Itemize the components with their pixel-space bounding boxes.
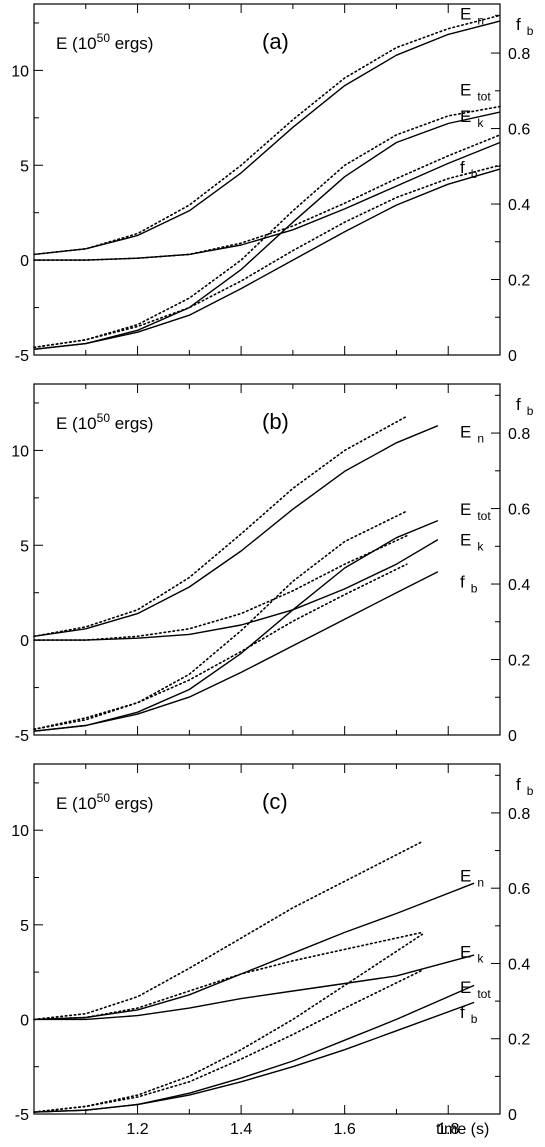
y-tick-label: 10: [11, 63, 29, 80]
y-tick-label: 10: [11, 443, 29, 460]
y2-tick-label: 0.4: [508, 577, 530, 594]
series-line-f-b-solid: [33, 168, 501, 350]
x-axis-label: time (s): [436, 1121, 489, 1138]
y2-tick-label: 0.8: [508, 806, 530, 823]
panel-0: -5 0 5 10 0 0.2 0.4 0.6 0.8 E (1050 ergs) (a) f b E n E…: [11, 3, 534, 365]
series-line-e-k-solid: [34, 141, 501, 261]
x-tick-label: 1.4: [230, 1121, 252, 1138]
y2-tick-label: 0: [508, 1107, 517, 1124]
y-tick-label: 5: [20, 538, 29, 555]
left-axis-label: E (1050 ergs): [56, 411, 153, 433]
y2-tick-label: 0.2: [508, 653, 530, 670]
series-line-e-tot-dotted: [33, 105, 501, 349]
series-line-f-b-dotted: [33, 969, 424, 1113]
series-line-e-tot-solid: [33, 984, 475, 1113]
y-tick-label: -5: [15, 348, 29, 365]
series-line-e-k-dotted: [33, 134, 501, 261]
series-line-e-n-dotted: [33, 415, 408, 638]
y-tick-label: 0: [20, 633, 29, 650]
y2-tick-label: 0.2: [508, 1032, 530, 1049]
series-line-e-k-dotted: [33, 534, 408, 641]
y-tick-label: 0: [20, 1012, 29, 1029]
x-tick-label: 1.2: [126, 1121, 148, 1138]
series-line-e-n-solid: [33, 882, 475, 1021]
y2-tick-label: 0.6: [508, 122, 530, 139]
series-line-f-b-dotted: [33, 164, 501, 349]
y2-tick-label: 0.4: [508, 197, 530, 214]
y-tick-label: -5: [15, 1107, 29, 1124]
y2-tick-label: 0.4: [508, 956, 530, 973]
y2-tick-label: 0: [508, 348, 517, 365]
y2-tick-label: 0.6: [508, 502, 530, 519]
x-tick-label: 1.6: [334, 1121, 356, 1138]
series-line-f-b-solid: [33, 1001, 475, 1113]
left-axis-label: E (1050 ergs): [56, 791, 153, 813]
y2-tick-label: 0.6: [508, 881, 530, 898]
panel-label: (a): [262, 29, 289, 54]
y2-tick-label: 0.8: [508, 46, 530, 63]
panel-label: (b): [262, 409, 289, 434]
panel-label: (c): [262, 789, 288, 814]
series-line-e-n-solid: [33, 425, 439, 637]
y-tick-label: 5: [20, 158, 29, 175]
series-line-f-b-solid: [33, 571, 439, 732]
series-line-e-tot-solid: [33, 111, 501, 350]
y2-tick-label: 0.2: [508, 273, 530, 290]
series-line-e-n-solid: [33, 20, 501, 256]
series-line-e-k-dotted: [33, 931, 424, 1021]
y2-tick-label: 0: [508, 728, 517, 745]
y2-tick-label: 0.8: [508, 426, 530, 443]
left-axis-label: E (1050 ergs): [56, 31, 153, 53]
panel-1: -5 0 5 10 0 0.2 0.4 0.6 0.8 E (1050 ergs) (b) f b E n E…: [11, 383, 534, 745]
y-tick-label: 5: [20, 918, 29, 935]
panel-2: 1.2 1.4 1.6 1.8 -5 0 5 10 0 0.2 0.4 0.6 0.8 E (1050 e…: [11, 763, 534, 1138]
y-tick-label: 0: [20, 253, 29, 270]
plot-frame: [33, 383, 501, 736]
series-line-e-n-dotted: [33, 840, 424, 1021]
series-line-e-k-solid: [34, 954, 475, 1021]
y-tick-label: -5: [15, 728, 29, 745]
series-line-e-n-dotted: [33, 14, 501, 256]
series-line-e-tot-dotted: [33, 510, 408, 731]
plot-frame: [33, 763, 501, 1115]
series-line-f-b-dotted: [33, 563, 408, 731]
x-tick-label: 1.8: [437, 1121, 459, 1138]
plot-frame: [33, 3, 501, 356]
series-line-e-tot-dotted: [33, 933, 424, 1113]
y-tick-label: 10: [11, 823, 29, 840]
